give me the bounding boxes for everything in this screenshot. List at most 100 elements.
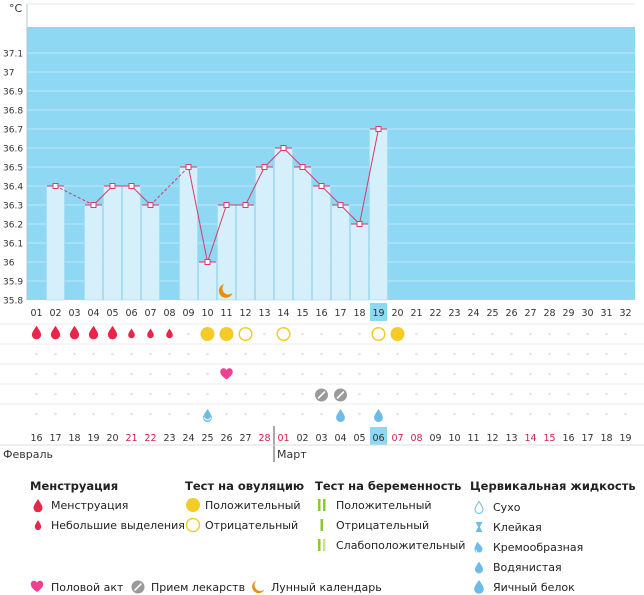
legend-fluid-title: Цервикальная жидкость [470, 479, 636, 493]
medication-pill-stroke [317, 391, 326, 399]
light-spotting-drop [128, 328, 135, 339]
cycle-day-label: 16 [315, 308, 327, 319]
temperature-bar [179, 166, 198, 301]
event-grid-dot [453, 372, 456, 376]
event-grid-dot [111, 372, 114, 376]
event-grid-dot [130, 392, 133, 396]
calendar-date-label: 19 [619, 433, 631, 444]
intercourse-heart-icon [30, 580, 44, 592]
event-grid-dot [453, 412, 456, 416]
event-grid-dot [92, 352, 95, 356]
month-label: Март [277, 448, 307, 461]
event-grid-dot [415, 412, 418, 416]
cycle-day-label: 32 [619, 308, 631, 319]
temperature-line-segment [340, 204, 360, 225]
event-grid-dot [130, 412, 133, 416]
event-grid-dot [73, 392, 76, 396]
temperature-bar [122, 185, 141, 301]
event-grid-dot [206, 352, 209, 356]
event-grid-dot [73, 372, 76, 376]
event-grid-dot [187, 392, 190, 396]
event-grid-dot [282, 412, 285, 416]
event-grid-dot [111, 352, 114, 356]
legend-medication: Прием лекарств [151, 581, 246, 594]
cycle-day-label: 02 [49, 308, 61, 319]
cycle-day-label: 07 [144, 308, 156, 319]
temperature-bar [198, 261, 217, 301]
temperature-point [52, 183, 59, 189]
cycle-day-label: 13 [258, 308, 270, 319]
temperature-line-segment [321, 185, 341, 206]
event-grid-dot [529, 392, 532, 396]
y-tick-label: 36.1 [3, 240, 23, 250]
event-grid-dot [586, 332, 589, 336]
event-grid-dot [54, 412, 57, 416]
event-grid-dot [415, 352, 418, 356]
temperature-point [204, 259, 211, 265]
event-grid-dot [301, 332, 304, 336]
event-grid-dot [472, 372, 475, 376]
cycle-day-label: 04 [87, 308, 99, 319]
ovulation-test-negative [371, 326, 386, 342]
calendar-date-label: 16 [30, 433, 42, 444]
event-grid-dot [92, 392, 95, 396]
event-grid-dot [168, 412, 171, 416]
temperature-bar [369, 128, 388, 301]
fluid-watery-icon [475, 561, 483, 574]
cycle-day-label: 01 [30, 308, 42, 319]
legend-ovulation-positive: Положительный [205, 499, 301, 512]
event-grid-dot [187, 332, 190, 336]
calendar-date-label: 15 [543, 433, 555, 444]
event-grid-dot [168, 392, 171, 396]
event-grid-dot [453, 352, 456, 356]
event-grid-dot [491, 412, 494, 416]
cycle-day-label: 15 [296, 308, 308, 319]
y-tick-label: 36.9 [3, 88, 23, 98]
event-grid-dot [301, 352, 304, 356]
event-grid-dot [529, 332, 532, 336]
event-grid-dot [35, 352, 38, 356]
y-tick-label: 36.4 [3, 183, 23, 193]
cycle-day-label: 17 [334, 308, 346, 319]
event-grid-dot [510, 372, 513, 376]
calendar-date-label: 28 [258, 433, 270, 444]
event-grid-dot [149, 372, 152, 376]
temperature-bar [217, 204, 236, 301]
legend-ovulation-title: Тест на овуляцию [185, 479, 305, 493]
temperature-bar [236, 204, 255, 301]
legend-pregnancy-negative: Отрицательный [336, 519, 430, 532]
event-grid-dot [491, 332, 494, 336]
event-grid-dot [263, 352, 266, 356]
pregnancy-weak-icon [318, 539, 326, 551]
ovulation-test-positive [390, 327, 405, 341]
event-grid-dot [415, 372, 418, 376]
calendar-date-label: 24 [182, 433, 194, 444]
cycle-day-label: 08 [163, 308, 175, 319]
event-grid-dot [187, 412, 190, 416]
calendar-date-label: 09 [429, 433, 441, 444]
event-grid-dot [434, 332, 437, 336]
legend-pregnancy-title: Тест на беременность [315, 479, 462, 493]
y-tick-label: 37.1 [3, 50, 23, 60]
month-label: Февраль [3, 448, 53, 461]
cycle-day-label: 12 [239, 308, 251, 319]
event-grid-dot [529, 412, 532, 416]
cycle-day-label: 19 [372, 308, 384, 319]
pregnancy-negative-icon [320, 519, 323, 531]
event-grid-dot [73, 352, 76, 356]
medication-pill-stroke [336, 391, 345, 399]
event-grid-dot [567, 372, 570, 376]
temperature-line-segment [188, 166, 208, 263]
fluid-watery-drop [336, 409, 345, 422]
calendar-date-label: 17 [581, 433, 593, 444]
event-grid-dot [92, 372, 95, 376]
calendar-date-label: 20 [106, 433, 118, 444]
ovulation-negative-icon [185, 517, 201, 533]
event-grid-dot [225, 392, 228, 396]
temperature-point [318, 183, 325, 189]
event-grid-dot [586, 352, 589, 356]
cycle-day-label: 28 [543, 308, 555, 319]
temperature-bar [293, 166, 312, 301]
y-tick-label: 36.2 [3, 221, 23, 231]
y-tick-label: 36.7 [3, 126, 23, 136]
